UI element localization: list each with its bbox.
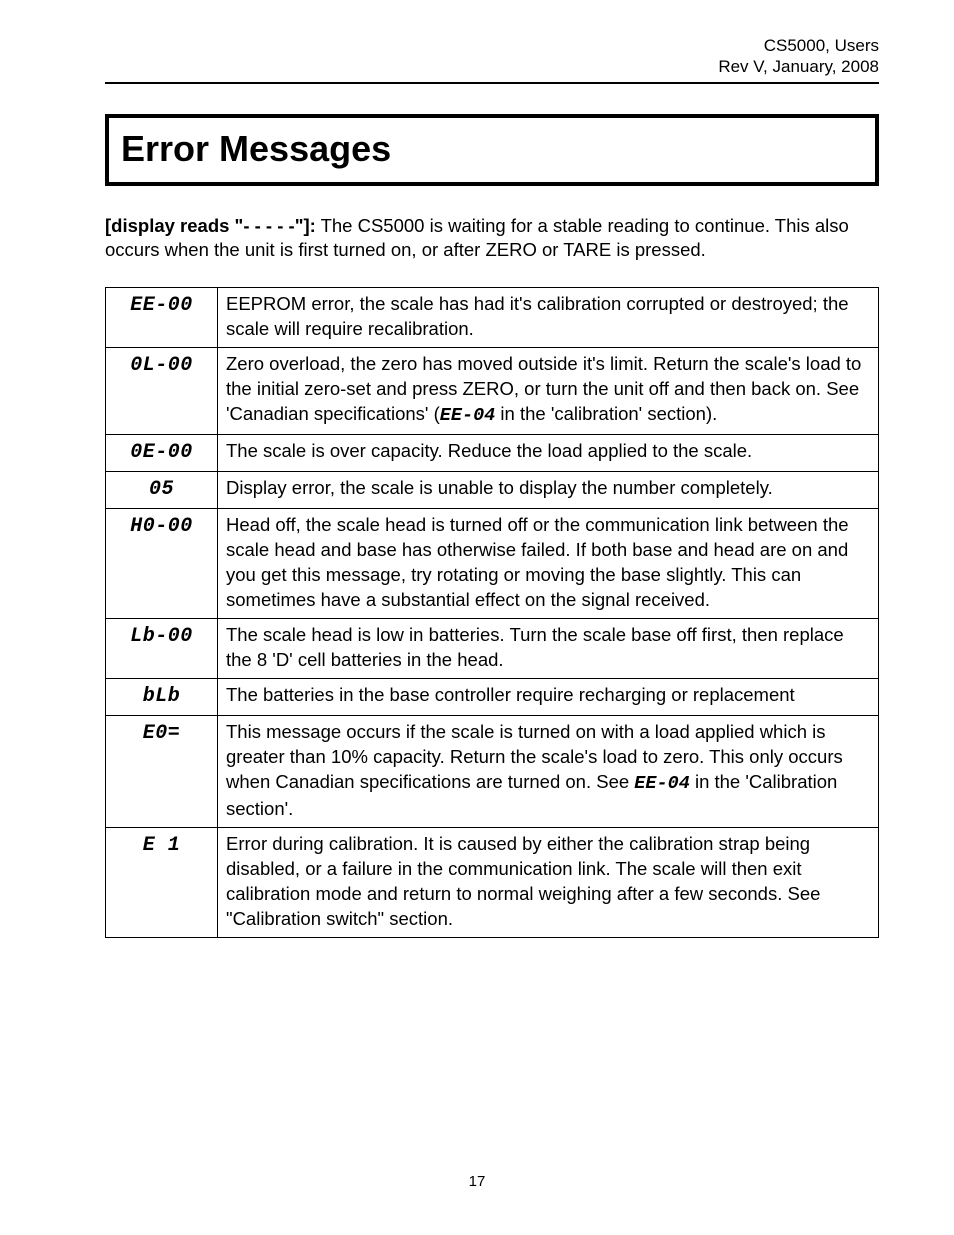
- error-description: The scale is over capacity. Reduce the l…: [218, 435, 879, 472]
- error-description: The scale head is low in batteries. Turn…: [218, 619, 879, 679]
- error-code: 0L-00: [106, 348, 218, 435]
- header-line1: CS5000, Users: [105, 35, 879, 56]
- table-row: E 1Error during calibration. It is cause…: [106, 827, 879, 937]
- error-description: Error during calibration. It is caused b…: [218, 827, 879, 937]
- doc-header: CS5000, Users Rev V, January, 2008: [105, 35, 879, 78]
- error-code: 05: [106, 472, 218, 509]
- table-row: 0L-00Zero overload, the zero has moved o…: [106, 348, 879, 435]
- header-rule: [105, 82, 879, 84]
- intro-lead: [display reads "- - - - -"]:: [105, 215, 316, 236]
- header-line2: Rev V, January, 2008: [105, 56, 879, 77]
- error-table: EE-00EEPROM error, the scale has had it'…: [105, 287, 879, 937]
- error-code: 0E-00: [106, 435, 218, 472]
- error-code: bLb: [106, 679, 218, 716]
- table-row: bLbThe batteries in the base controller …: [106, 679, 879, 716]
- table-row: Lb-00The scale head is low in batteries.…: [106, 619, 879, 679]
- table-row: H0-00Head off, the scale head is turned …: [106, 509, 879, 619]
- table-row: EE-00EEPROM error, the scale has had it'…: [106, 288, 879, 348]
- error-description: Zero overload, the zero has moved outsid…: [218, 348, 879, 435]
- error-description: Display error, the scale is unable to di…: [218, 472, 879, 509]
- error-code: H0-00: [106, 509, 218, 619]
- section-title: Error Messages: [121, 128, 863, 170]
- error-code: E 1: [106, 827, 218, 937]
- error-description: The batteries in the base controller req…: [218, 679, 879, 716]
- table-row: 05Display error, the scale is unable to …: [106, 472, 879, 509]
- desc-post: in the 'calibration' section).: [495, 403, 717, 424]
- error-description: Head off, the scale head is turned off o…: [218, 509, 879, 619]
- intro-paragraph: [display reads "- - - - -"]: The CS5000 …: [105, 214, 879, 264]
- error-code: E0=: [106, 716, 218, 828]
- table-row: 0E-00The scale is over capacity. Reduce …: [106, 435, 879, 472]
- inline-code: EE-04: [634, 773, 690, 794]
- error-description: EEPROM error, the scale has had it's cal…: [218, 288, 879, 348]
- error-description: This message occurs if the scale is turn…: [218, 716, 879, 828]
- error-code: Lb-00: [106, 619, 218, 679]
- error-code: EE-00: [106, 288, 218, 348]
- inline-code: EE-04: [440, 405, 496, 426]
- page-number: 17: [0, 1173, 954, 1190]
- section-title-box: Error Messages: [105, 114, 879, 186]
- table-row: E0=This message occurs if the scale is t…: [106, 716, 879, 828]
